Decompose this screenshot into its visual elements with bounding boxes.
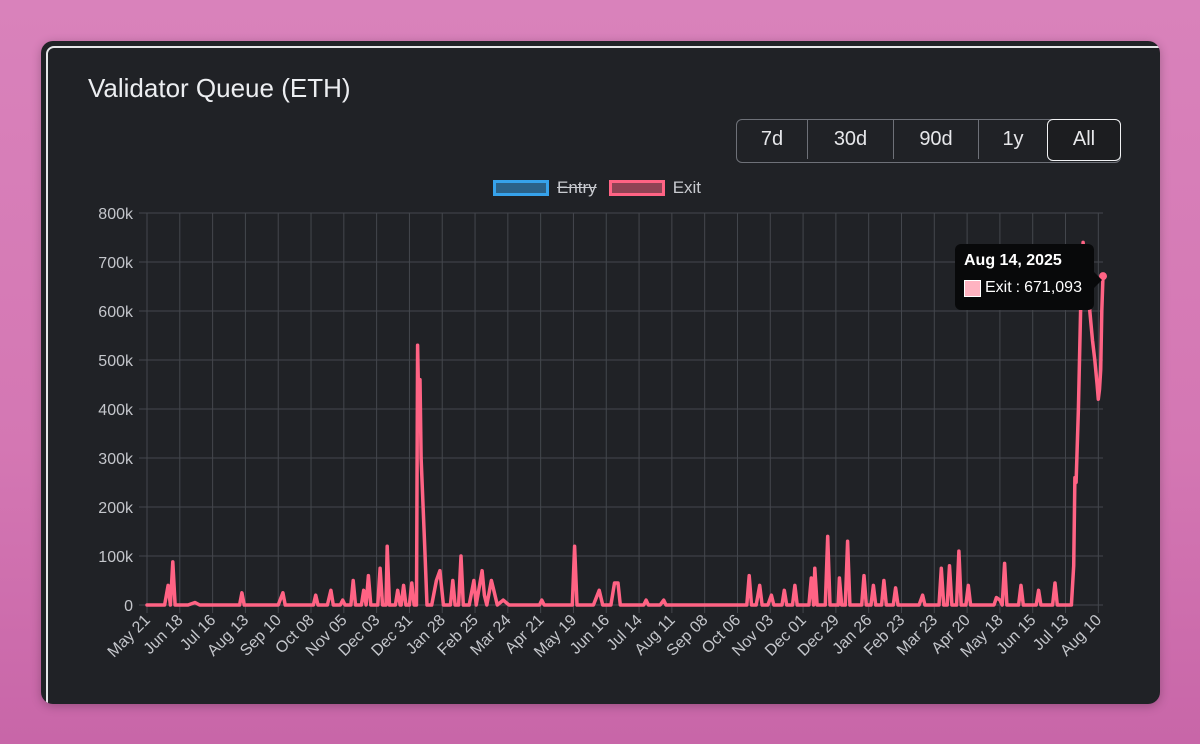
range-all-button[interactable]: All: [1047, 118, 1121, 161]
tooltip-color-box: [964, 279, 981, 297]
y-tick-label: 800k: [98, 206, 134, 223]
legend-item-exit[interactable]: Exit: [608, 178, 702, 198]
legend-swatch-entry: [493, 180, 549, 196]
card-title: Validator Queue (ETH): [88, 73, 351, 103]
y-tick-label: 300k: [98, 451, 134, 468]
legend-label-exit: Exit: [672, 178, 702, 197]
exit-series-line: [145, 240, 1105, 607]
tooltip-row: Exit: 671,093: [964, 279, 1085, 297]
y-tick-label: 600k: [98, 304, 134, 321]
chart-tooltip: Aug 14, 2025 Exit: 671,093: [955, 244, 1102, 310]
y-tick-label: 400k: [98, 402, 134, 419]
range-30d-button[interactable]: 30d: [807, 120, 893, 159]
y-tick-label: 100k: [98, 549, 134, 566]
tooltip-colon: :: [1015, 279, 1021, 296]
tooltip-series-label: Exit: [985, 279, 1012, 296]
tooltip-value: 671,093: [1024, 279, 1082, 296]
tooltip-date: Aug 14, 2025: [964, 252, 1062, 269]
legend-item-entry[interactable]: Entry: [493, 178, 597, 198]
y-tick-label: 700k: [98, 255, 134, 272]
y-tick-label: 0: [124, 598, 133, 615]
y-tick-label: 500k: [98, 353, 134, 370]
validator-queue-card: Validator Queue (ETH) 7d 30d 90d 1y All …: [41, 41, 1160, 704]
legend-swatch-exit: [608, 180, 665, 196]
range-90d-button[interactable]: 90d: [893, 120, 978, 159]
range-7d-button[interactable]: 7d: [737, 120, 807, 159]
time-range-selector: 7d 30d 90d 1y All: [736, 118, 1121, 163]
x-tick-label: May 21: [105, 612, 154, 661]
y-tick-label: 200k: [98, 500, 134, 517]
range-1y-button[interactable]: 1y: [978, 120, 1047, 159]
chart-legend: Entry Exit: [493, 178, 701, 198]
legend-label-entry: Entry: [557, 178, 597, 197]
